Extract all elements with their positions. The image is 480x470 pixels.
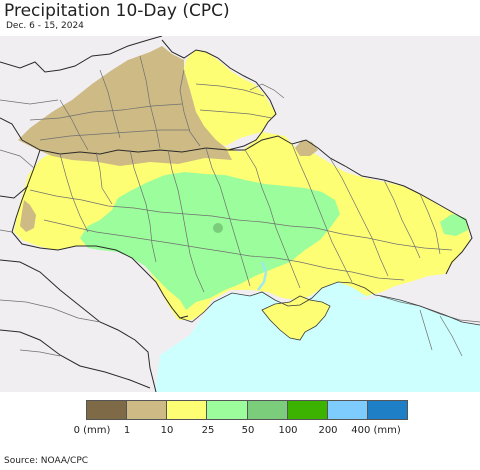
- zone-25-50mm-east: [440, 214, 468, 236]
- legend-swatch-4: [247, 401, 288, 419]
- legend-label-0: 0 (mm): [73, 425, 111, 436]
- black-sea: [155, 292, 480, 392]
- coastline: [179, 281, 480, 341]
- legend-swatch-1: [127, 401, 168, 419]
- dnipro-reservoir: [257, 261, 268, 291]
- map-title: Precipitation 10-Day (CPC): [4, 1, 230, 21]
- oblast-borders: [0, 55, 480, 357]
- legend-swatch-7: [367, 401, 407, 419]
- legend-label-2: 10: [160, 425, 174, 436]
- legend-swatch-3: [207, 401, 248, 419]
- legend-label-1: 1: [123, 425, 131, 436]
- legend-swatch-6: [327, 401, 368, 419]
- legend-label-4: 50: [241, 425, 255, 436]
- legend-label-7: 400 (mm): [351, 425, 401, 436]
- legend-swatch-0: [87, 401, 128, 419]
- legend-colorbar: [86, 400, 408, 420]
- legend-swatch-5: [287, 401, 328, 419]
- national-borders: [0, 36, 473, 392]
- date-range: Dec. 6 - 15, 2024: [6, 21, 84, 31]
- precipitation-map: [0, 36, 480, 392]
- legend-label-6: 200: [318, 425, 338, 436]
- source-credit: Source: NOAA/CPC: [4, 456, 89, 466]
- zone-50-100mm: [213, 223, 223, 233]
- legend-swatch-2: [167, 401, 208, 419]
- legend-label-3: 25: [201, 425, 215, 436]
- legend-label-5: 100: [278, 425, 298, 436]
- zone-1-10mm-west: [20, 200, 36, 232]
- zone-25-50mm: [80, 172, 340, 310]
